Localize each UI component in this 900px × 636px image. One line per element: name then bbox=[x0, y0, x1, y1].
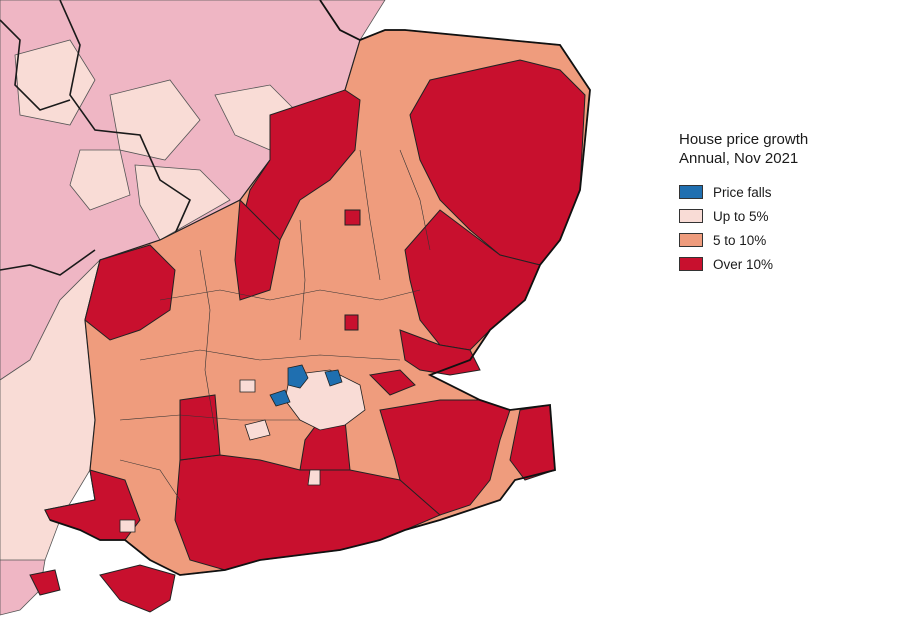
essex-spot bbox=[344, 314, 359, 331]
up-to-5-districts bbox=[119, 369, 366, 533]
midlands-light-district-b bbox=[109, 79, 201, 161]
midlands-light-district-c bbox=[134, 164, 231, 241]
legend-item-up-to-5: Up to 5% bbox=[679, 204, 808, 228]
region-boundaries bbox=[0, 0, 192, 276]
neighbouring-regions bbox=[0, 0, 386, 616]
herts-spot bbox=[344, 209, 361, 226]
legend-swatch-price-falls bbox=[679, 185, 703, 199]
district-boundaries bbox=[119, 149, 431, 501]
legend-item-5-to-10: 5 to 10% bbox=[679, 228, 808, 252]
legend-title: House price growth Annual, Nov 2021 bbox=[679, 130, 808, 168]
lincs-fens bbox=[239, 89, 361, 261]
legend-item-price-falls: Price falls bbox=[679, 180, 808, 204]
legend-items: Price falls Up to 5% 5 to 10% Over 10% bbox=[679, 180, 808, 276]
price-falls-districts bbox=[269, 364, 343, 407]
isle-of-wight bbox=[99, 564, 176, 613]
coastline bbox=[49, 0, 591, 576]
legend: House price growth Annual, Nov 2021 Pric… bbox=[679, 130, 808, 276]
legend-swatch-up-to-5 bbox=[679, 209, 703, 223]
legend-item-over-10: Over 10% bbox=[679, 252, 808, 276]
legend-label-5-to-10: 5 to 10% bbox=[713, 232, 767, 248]
legend-swatch-over-10 bbox=[679, 257, 703, 271]
legend-swatch-5-to-10 bbox=[679, 233, 703, 247]
thames-estuary-a bbox=[368, 369, 416, 396]
midlands-light-district-e bbox=[69, 149, 131, 211]
northants bbox=[234, 198, 281, 301]
legend-label-up-to-5: Up to 5% bbox=[713, 208, 769, 224]
legend-title-line1: House price growth bbox=[679, 131, 809, 148]
wiltshire-edge bbox=[179, 394, 221, 461]
legend-title-line2: Annual, Nov 2021 bbox=[679, 150, 799, 167]
dorset-edge bbox=[29, 569, 61, 596]
oxon-west bbox=[84, 244, 176, 341]
midlands-light-district-a bbox=[14, 39, 96, 126]
legend-label-price-falls: Price falls bbox=[713, 184, 772, 200]
legend-label-over-10: Over 10% bbox=[713, 256, 774, 272]
